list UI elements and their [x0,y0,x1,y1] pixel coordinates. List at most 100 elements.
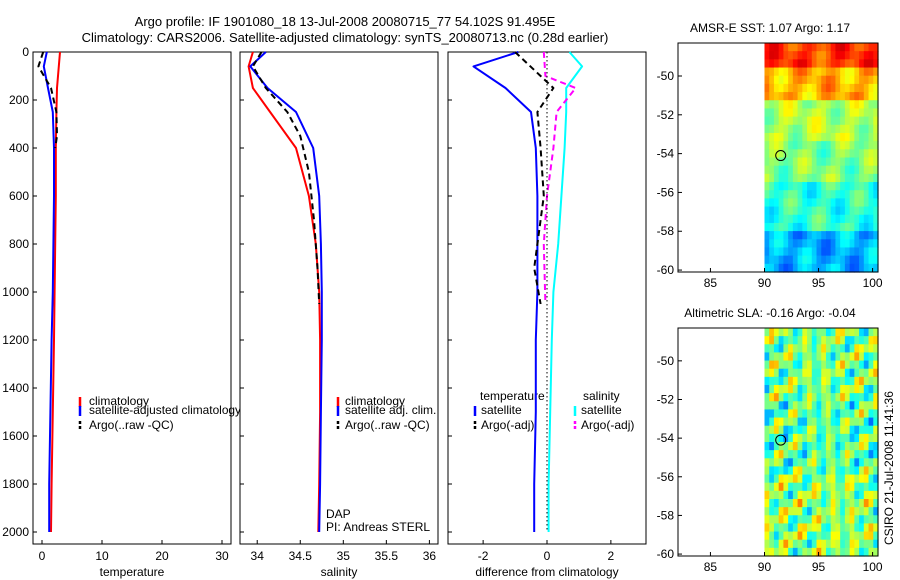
amsr-sst-heatmap-cell [807,117,812,126]
altimetric-sla-heatmap-cell [864,344,869,353]
amsr-sst-heatmap-cell [779,182,784,191]
amsr-sst-heatmap-cell [793,100,798,109]
amsr-sst-heatmap-cell [788,100,793,109]
altimetric-sla-heatmap-cell [783,377,788,386]
amsr-sst-xtick-label: 85 [704,276,718,290]
altimetric-sla-heatmap-cell [869,401,874,410]
amsr-sst-heatmap-cell [869,43,874,52]
amsr-sst-heatmap-cell [826,198,831,207]
amsr-sst-heatmap-cell [798,198,803,207]
altimetric-sla-heatmap-cell [821,426,826,435]
amsr-sst-heatmap-cell [783,264,788,273]
amsr-sst-heatmap-cell [864,76,869,85]
amsr-sst-heatmap-cell [769,239,774,248]
amsr-sst-heatmap-cell [807,207,812,216]
altimetric-sla-heatmap-cell [779,328,784,337]
altimetric-sla-heatmap-cell [845,426,850,435]
altimetric-sla-heatmap-cell [835,532,840,541]
amsr-sst-heatmap-cell [850,149,855,158]
amsr-sst-heatmap-cell [788,239,793,248]
altimetric-sla-heatmap-cell [774,483,779,492]
altimetric-sla-heatmap-cell [793,361,798,370]
amsr-sst-heatmap-cell [840,51,845,60]
altimetric-sla-heatmap-cell [779,540,784,549]
altimetric-sla-heatmap-cell [812,507,817,516]
altimetric-sla-heatmap-cell [869,361,874,370]
amsr-sst-heatmap-cell [854,141,859,150]
amsr-sst-heatmap-cell [783,182,788,191]
amsr-sst-heatmap-cell [821,215,826,224]
amsr-sst-heatmap-cell [788,247,793,256]
altimetric-sla-heatmap-cell [779,393,784,402]
amsr-sst-heatmap-cell [802,158,807,167]
altimetric-sla-heatmap-cell [817,450,822,459]
altimetric-sla-heatmap-cell [783,328,788,337]
altimetric-sla-heatmap-cell [850,385,855,394]
altimetric-sla-heatmap-cell [812,344,817,353]
amsr-sst-heatmap-cell [812,92,817,101]
altimetric-sla-heatmap-cell [807,450,812,459]
amsr-sst-heatmap-cell [859,68,864,77]
altimetric-sla-xtick-label: 100 [863,560,883,574]
amsr-sst-heatmap-cell [864,133,869,142]
altimetric-sla-heatmap-cell [788,361,793,370]
altimetric-sla-heatmap-cell [807,377,812,386]
altimetric-sla-heatmap-cell [850,523,855,532]
amsr-sst-heatmap-cell [812,158,817,167]
amsr-sst-heatmap-cell [850,239,855,248]
altimetric-sla-heatmap-cell [835,540,840,549]
amsr-sst-heatmap-cell [802,117,807,126]
altimetric-sla-heatmap-cell [845,450,850,459]
amsr-sst-heatmap-cell [869,125,874,134]
altimetric-sla-heatmap-cell [835,426,840,435]
amsr-sst-heatmap-cell [869,182,874,191]
altimetric-sla-heatmap-cell [859,540,864,549]
amsr-sst-ytick-label: -58 [657,224,675,238]
amsr-sst-ytick-label: -54 [657,147,675,161]
amsr-sst-heatmap-cell [864,117,869,126]
amsr-sst-heatmap-cell [845,51,850,60]
altimetric-sla-heatmap-cell [821,385,826,394]
altimetric-sla-heatmap-cell [764,475,769,484]
amsr-sst-heatmap-cell [826,92,831,101]
amsr-sst-heatmap-cell [793,133,798,142]
amsr-sst-heatmap-cell [859,215,864,224]
temperature-ytick-label: 400 [9,141,29,155]
altimetric-sla-heatmap-cell [831,336,836,345]
amsr-sst-heatmap-cell [774,231,779,240]
amsr-sst-heatmap-cell [779,166,784,175]
amsr-sst-heatmap-cell [779,141,784,150]
amsr-sst-heatmap-cell [817,76,822,85]
altimetric-sla-heatmap-cell [840,336,845,345]
altimetric-sla-heatmap-cell [845,393,850,402]
amsr-sst-heatmap-cell [817,158,822,167]
altimetric-sla-heatmap-cell [854,426,859,435]
altimetric-sla-heatmap-cell [869,385,874,394]
temperature-xtick-label: 0 [39,549,46,563]
altimetric-sla-heatmap-cell [779,466,784,475]
amsr-sst-heatmap-cell [793,239,798,248]
amsr-sst-heatmap-cell [779,43,784,52]
amsr-sst-heatmap-cell [769,198,774,207]
amsr-sst-heatmap-cell [845,125,850,134]
altimetric-sla-heatmap-cell [817,377,822,386]
amsr-sst-heatmap-cell [774,100,779,109]
altimetric-sla-heatmap-cell [788,548,793,557]
altimetric-sla-ytick-label: -52 [657,392,675,406]
amsr-sst-heatmap-cell [769,149,774,158]
altimetric-sla-heatmap-cell [764,442,769,451]
altimetric-sla-heatmap-cell [802,458,807,467]
amsr-sst-heatmap-cell [788,43,793,52]
amsr-sst-heatmap-cell [774,256,779,265]
amsr-sst-heatmap-cell [826,264,831,273]
amsr-sst-heatmap-cell [859,158,864,167]
altimetric-sla-heatmap-cell [831,434,836,443]
amsr-sst-heatmap-cell [812,133,817,142]
amsr-sst-heatmap-cell [821,223,826,232]
altimetric-sla-heatmap-cell [840,344,845,353]
altimetric-sla-heatmap-cell [807,442,812,451]
altimetric-sla-heatmap-cell [821,475,826,484]
altimetric-sla-heatmap-cell [779,523,784,532]
amsr-sst-heatmap-cell [817,100,822,109]
amsr-sst-heatmap-cell [854,207,859,216]
